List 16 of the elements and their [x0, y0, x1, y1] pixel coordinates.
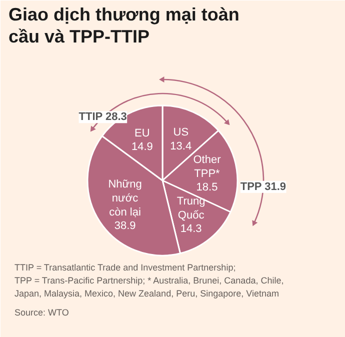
source-note: Source: WTO	[14, 308, 69, 318]
slice-label: Những nước còn lại	[108, 178, 142, 218]
data-label: 13.4	[170, 140, 192, 152]
slice-label: EU	[134, 127, 150, 140]
data-label: 14.3	[180, 223, 202, 236]
chart-title: Giao dịch thương mại toàn cầu và TPP-TTIP	[8, 4, 240, 46]
data-label: 18.5	[196, 182, 218, 194]
slice-label: Other TPP*	[193, 154, 222, 180]
text: TPP 31.9	[240, 180, 286, 193]
slice-label: US	[173, 126, 189, 139]
data-label: 38.9	[114, 220, 136, 232]
data-label: 14.9	[131, 141, 153, 154]
text: TTIP = Transatlantic Trade and Investment Partnership;	[14, 262, 236, 272]
text: TPP = Trans-Pacific Partnership; * Australia, Brunei, Canada, Chile, Japan, Malaysia, Mexico, New Zealand, Peru, Singapore, Vietnam	[14, 276, 284, 298]
slice-label: Trung Quốc	[176, 195, 206, 222]
text: TTIP 28.3	[78, 111, 127, 124]
